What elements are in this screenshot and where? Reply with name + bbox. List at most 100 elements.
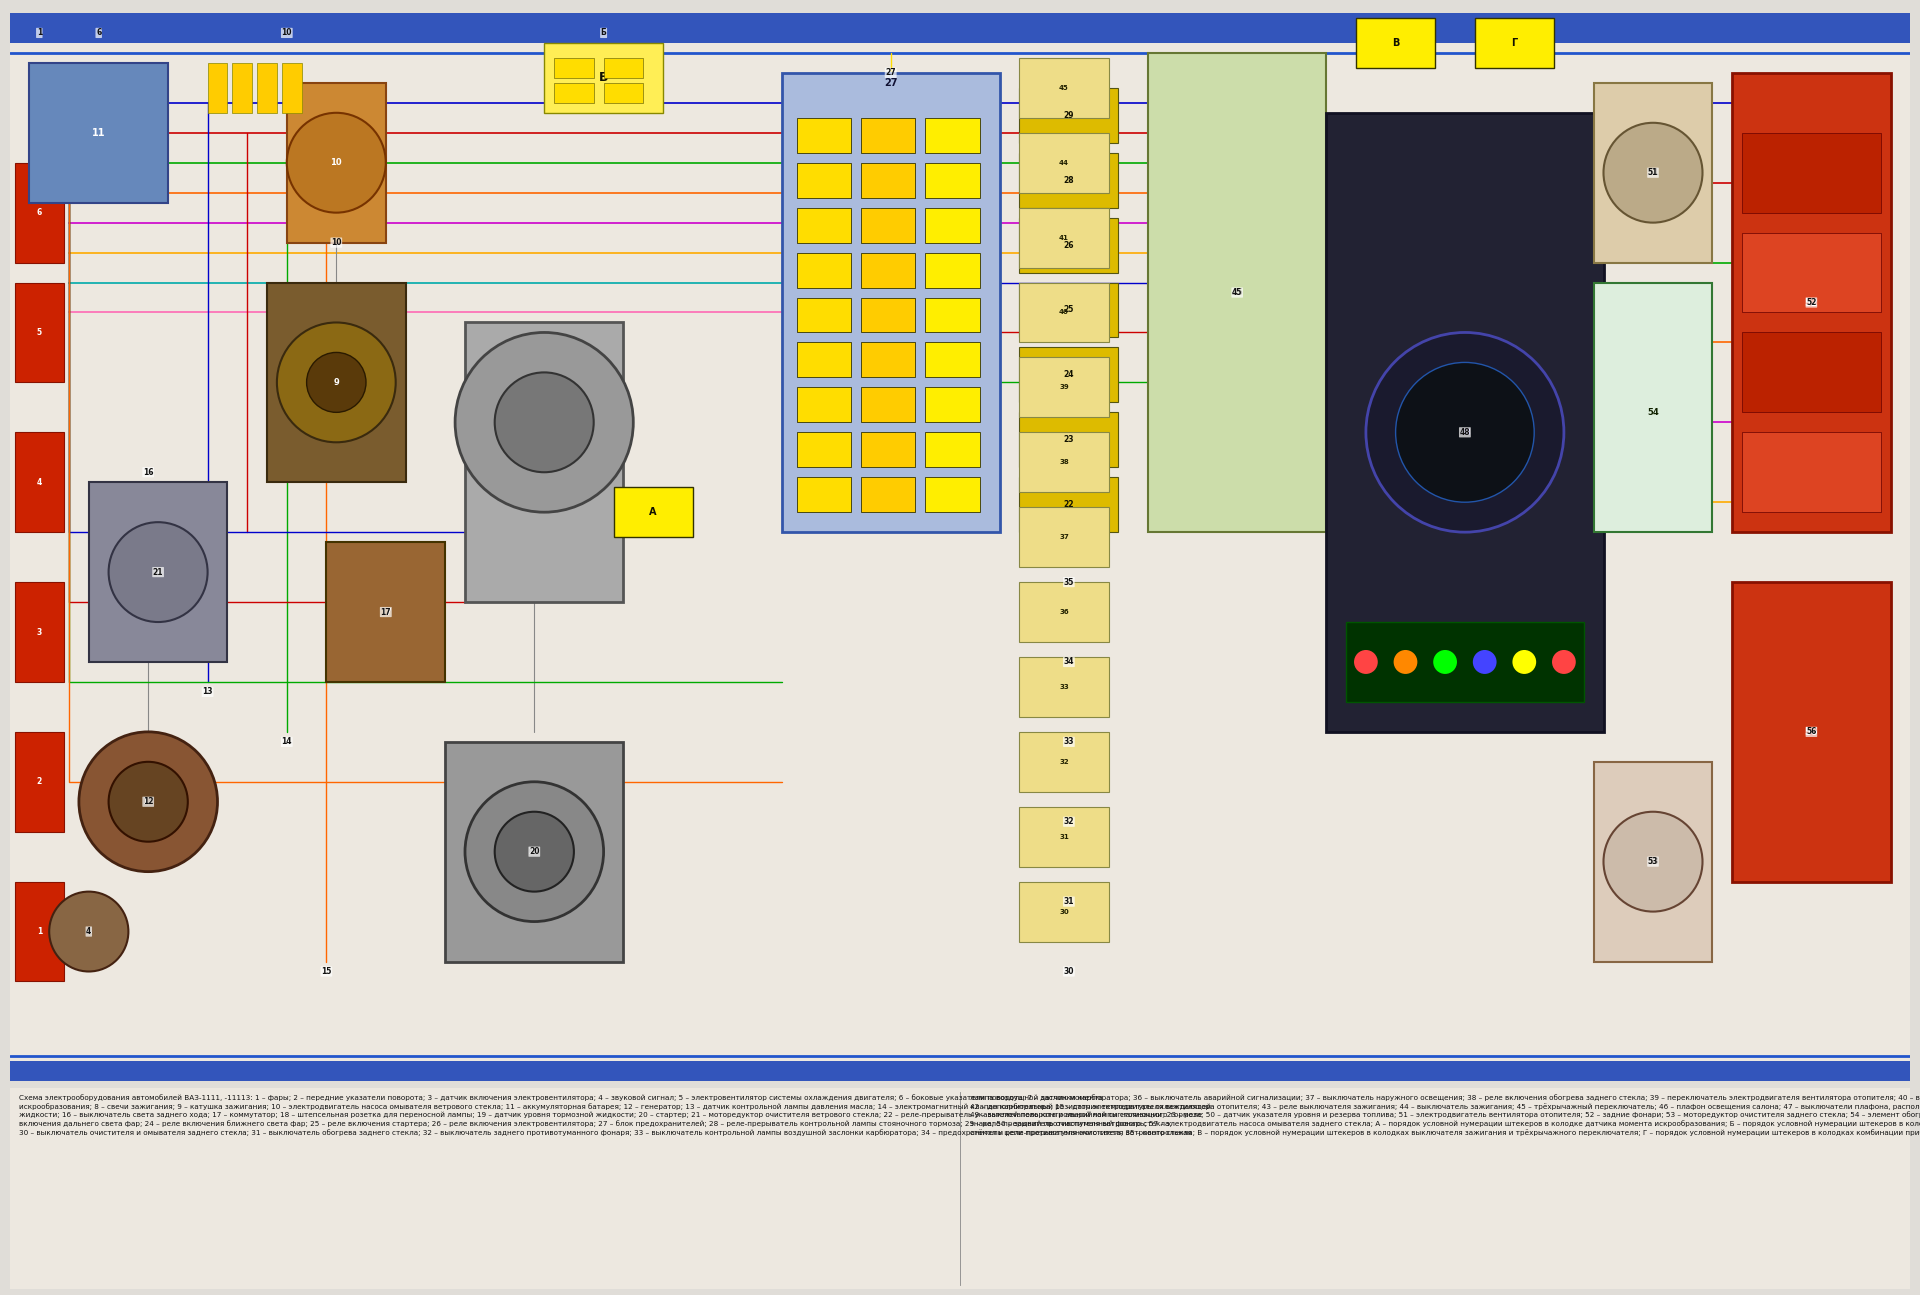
Bar xyxy=(10,1062,1910,1081)
Bar xyxy=(1020,153,1117,207)
Circle shape xyxy=(307,352,367,412)
Text: 32: 32 xyxy=(1064,817,1073,826)
Text: 9: 9 xyxy=(334,378,340,387)
Text: 31: 31 xyxy=(1060,834,1069,839)
Bar xyxy=(465,322,624,602)
Text: 45: 45 xyxy=(1231,287,1242,297)
Bar xyxy=(1020,882,1108,941)
Bar xyxy=(1020,218,1117,272)
Text: 12: 12 xyxy=(142,798,154,807)
Bar xyxy=(1020,412,1117,467)
Bar xyxy=(860,433,916,467)
Circle shape xyxy=(109,522,207,622)
Text: 21: 21 xyxy=(154,567,163,576)
Text: 3: 3 xyxy=(36,628,42,637)
Text: 27: 27 xyxy=(885,69,897,78)
Bar xyxy=(925,387,979,422)
Text: 5: 5 xyxy=(36,328,42,337)
Text: 33: 33 xyxy=(1060,684,1069,690)
Bar xyxy=(925,478,979,513)
Bar xyxy=(925,163,979,198)
Bar xyxy=(15,581,63,682)
Circle shape xyxy=(495,373,593,473)
Text: 1: 1 xyxy=(36,28,42,38)
Bar xyxy=(15,882,63,982)
Bar xyxy=(1020,508,1108,567)
Text: 45: 45 xyxy=(1233,287,1242,297)
Bar xyxy=(555,58,593,78)
Bar xyxy=(1148,53,1327,532)
Bar xyxy=(860,118,916,153)
Text: 17: 17 xyxy=(380,607,392,616)
Bar xyxy=(555,83,593,102)
Bar xyxy=(1594,761,1713,961)
Bar xyxy=(925,433,979,467)
Circle shape xyxy=(465,782,603,922)
Bar xyxy=(1020,282,1117,338)
Text: Б: Б xyxy=(599,71,609,84)
Text: 45: 45 xyxy=(1060,85,1069,91)
Circle shape xyxy=(1603,123,1703,223)
Bar xyxy=(15,732,63,831)
Text: 53: 53 xyxy=(1647,857,1659,866)
Circle shape xyxy=(109,761,188,842)
Text: 27: 27 xyxy=(883,78,897,88)
Bar xyxy=(543,43,662,113)
Text: 2: 2 xyxy=(36,777,42,786)
Bar xyxy=(10,13,1910,43)
Text: 35: 35 xyxy=(1064,578,1073,587)
Text: 23: 23 xyxy=(1064,435,1073,444)
Circle shape xyxy=(495,812,574,892)
Text: 33: 33 xyxy=(1064,737,1073,746)
Circle shape xyxy=(1365,333,1565,532)
Bar xyxy=(1356,18,1436,67)
Circle shape xyxy=(1473,650,1496,673)
Text: 30: 30 xyxy=(1060,909,1069,914)
Bar xyxy=(1020,58,1108,118)
Bar xyxy=(15,282,63,382)
Bar xyxy=(1020,581,1108,642)
Bar xyxy=(614,487,693,537)
Text: 40: 40 xyxy=(1060,310,1069,316)
Text: Б: Б xyxy=(601,28,607,38)
Text: 24: 24 xyxy=(1064,370,1073,379)
Bar xyxy=(1732,581,1891,882)
Text: лампа воздушной заслонки карбюратора; 36 – выключатель аварийной сигнализации; 3: лампа воздушной заслонки карбюратора; 36… xyxy=(970,1094,1920,1136)
Text: 41: 41 xyxy=(1060,234,1069,241)
Circle shape xyxy=(1551,650,1576,673)
Bar xyxy=(925,342,979,377)
Bar xyxy=(1020,433,1108,492)
Bar xyxy=(797,298,851,333)
Bar xyxy=(797,342,851,377)
Bar xyxy=(925,298,979,333)
Circle shape xyxy=(1394,650,1417,673)
Circle shape xyxy=(455,333,634,513)
Bar xyxy=(1732,73,1891,532)
Bar xyxy=(797,207,851,242)
Text: 31: 31 xyxy=(1064,897,1073,906)
Text: 16: 16 xyxy=(142,467,154,477)
Text: 48: 48 xyxy=(1459,427,1471,436)
Text: 28: 28 xyxy=(1064,176,1073,185)
Bar xyxy=(860,207,916,242)
Bar xyxy=(232,63,252,113)
Bar xyxy=(286,83,386,242)
Circle shape xyxy=(1513,650,1536,673)
Bar xyxy=(797,478,851,513)
Bar xyxy=(1741,233,1882,312)
Bar xyxy=(1020,732,1108,791)
Circle shape xyxy=(1432,650,1457,673)
Bar xyxy=(860,253,916,287)
Circle shape xyxy=(286,113,386,212)
Text: 10: 10 xyxy=(330,158,342,167)
Text: 32: 32 xyxy=(1060,759,1069,765)
Bar xyxy=(1020,347,1117,403)
Text: 56: 56 xyxy=(1805,726,1818,737)
Text: 13: 13 xyxy=(202,688,213,697)
Text: 30: 30 xyxy=(1064,967,1073,976)
Bar xyxy=(1741,133,1882,212)
Bar xyxy=(1741,433,1882,513)
Text: 34: 34 xyxy=(1064,658,1073,667)
Text: 52: 52 xyxy=(1805,298,1818,307)
Circle shape xyxy=(276,322,396,443)
